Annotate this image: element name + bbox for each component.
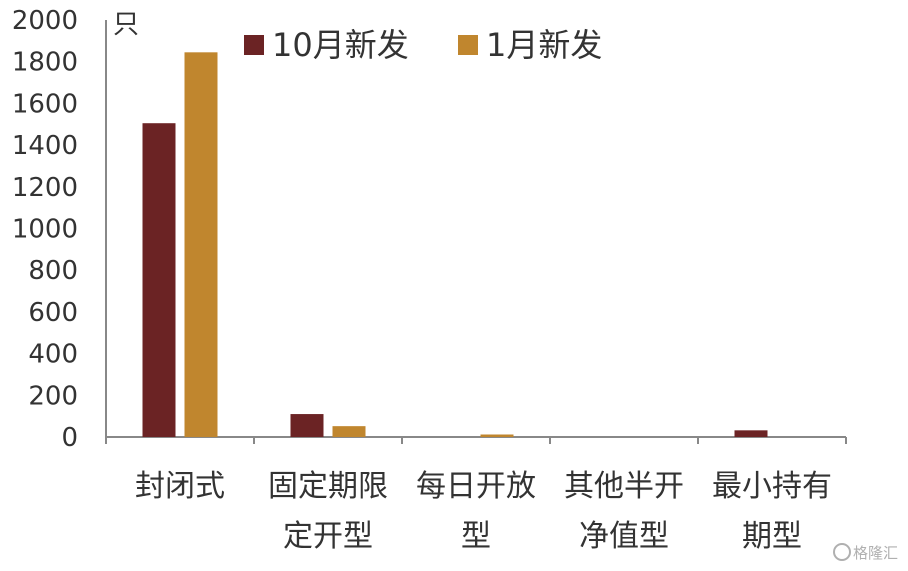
- x-category-label: 最小持有: [712, 469, 832, 504]
- y-tick-label: 2000: [12, 6, 78, 36]
- y-ticks: 0 200 400 600 800 1000 1200 1400 1600 1800 2000: [12, 6, 78, 453]
- y-tick-label: 200: [28, 381, 78, 411]
- legend-label-series-1: 1月新发: [486, 26, 602, 64]
- x-ticks: [105, 437, 847, 444]
- legend-swatch-series-0: [244, 35, 264, 55]
- watermark-logo-icon: [833, 543, 851, 561]
- bar-jan-1: [332, 426, 366, 437]
- y-tick-label: 800: [28, 256, 78, 286]
- x-category-label: 期型: [742, 519, 802, 554]
- bar-oct-4: [734, 430, 768, 437]
- x-category-label: 定开型: [283, 519, 373, 554]
- legend-label-series-0: 10月新发: [272, 26, 409, 64]
- x-category-label: 型: [461, 519, 491, 554]
- bars: [142, 52, 768, 438]
- watermark-text: 格隆汇: [853, 544, 898, 562]
- bar-jan-0: [184, 52, 218, 437]
- y-tick-label: 0: [61, 423, 78, 453]
- y-unit-label: 只: [113, 10, 139, 40]
- legend-swatch-series-1: [458, 35, 478, 55]
- bar-jan-2: [480, 434, 514, 437]
- legend: 10月新发 1月新发: [244, 26, 602, 64]
- x-category-label: 净值型: [579, 519, 669, 554]
- y-tick-label: 1400: [12, 131, 78, 161]
- bar-oct-0: [142, 123, 176, 438]
- axes: [105, 20, 846, 438]
- x-category-label: 每日开放: [416, 469, 536, 504]
- y-tick-label: 600: [28, 298, 78, 328]
- x-category-label: 其他半开: [564, 469, 684, 504]
- y-tick-label: 1600: [12, 89, 78, 119]
- x-category-label: 封闭式: [135, 469, 225, 504]
- x-category-label: 固定期限: [268, 469, 388, 504]
- y-tick-label: 400: [28, 340, 78, 370]
- y-tick-label: 1800: [12, 48, 78, 78]
- watermark: 格隆汇: [833, 543, 898, 562]
- y-tick-label: 1000: [12, 215, 78, 245]
- bar-oct-1: [290, 414, 324, 437]
- y-tick-label: 1200: [12, 173, 78, 203]
